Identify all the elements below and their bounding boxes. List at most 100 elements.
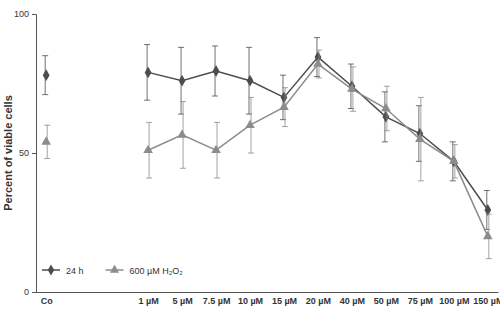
legend-marker <box>110 265 119 273</box>
error-bar-cap <box>180 168 186 169</box>
marker <box>483 231 493 239</box>
marker <box>145 66 152 78</box>
error-bar-cap <box>144 44 150 45</box>
error-bar-cap <box>452 144 458 145</box>
error-bar-cap <box>146 178 152 179</box>
marker <box>245 120 255 128</box>
error-bar-cap <box>486 214 492 215</box>
legend-label: 600 µM H₂O₂ <box>130 266 184 276</box>
marker <box>381 103 391 111</box>
x-tick-label: 10 µM <box>238 296 263 306</box>
error-bar-cap <box>382 141 388 142</box>
legend-marker <box>48 264 54 275</box>
error-bar-cap <box>384 86 390 87</box>
error-bar-cap <box>350 111 356 112</box>
y-tick-mark <box>32 292 36 293</box>
x-axis: Co 1 µM 5 µM 7.5 µM 10 µM 15 µM 20 µM 40 µM 50 µ… <box>37 292 500 306</box>
marker <box>281 92 288 104</box>
error-bar-cap <box>418 97 424 98</box>
chart: 0 50 100 Co 1 µM 5 µM 7.5 µM 10 µM 15 µM 20 µM 40 … <box>0 0 500 316</box>
x-tick: 150 µM <box>473 292 500 306</box>
error-bar-cap <box>314 37 320 38</box>
error-bar-cap <box>316 50 322 51</box>
error-bar-cap <box>214 178 220 179</box>
error-bar-cap <box>282 87 288 88</box>
error-bar-cap <box>316 77 322 78</box>
error-bar-cap <box>144 100 150 101</box>
y-tick-mark <box>32 14 36 15</box>
error-bar-cap <box>384 130 390 131</box>
error-bar-cap <box>452 178 458 179</box>
x-tick-label: 150 µM <box>473 296 500 306</box>
error-bar-cap <box>282 126 288 127</box>
y-tick: 0 <box>24 287 36 297</box>
x-tick-label: 15 µM <box>272 296 297 306</box>
series <box>41 50 492 259</box>
x-tick: 15 µM <box>272 292 297 306</box>
plot-area <box>41 38 492 259</box>
error-bar-cap <box>44 158 50 159</box>
y-tick: 50 <box>19 148 36 158</box>
x-tick-label: 75 µM <box>408 296 433 306</box>
marker <box>347 84 357 92</box>
x-tick: 50 µM <box>374 292 399 306</box>
series-line <box>46 64 488 236</box>
x-tick: 7.5 µM <box>203 292 231 306</box>
error-bar-cap <box>180 101 186 102</box>
marker <box>484 204 491 216</box>
error-bar-cap <box>146 122 152 123</box>
marker <box>313 58 323 66</box>
y-tick: 100 <box>14 9 36 19</box>
y-tick-label: 100 <box>14 9 29 19</box>
y-tick-label: 0 <box>24 287 29 297</box>
x-tick: Co <box>41 292 53 306</box>
x-tick-label: 40 µM <box>340 296 365 306</box>
series <box>42 38 491 230</box>
marker <box>179 75 186 87</box>
x-tick: 40 µM <box>340 292 365 306</box>
error-bar-cap <box>44 125 50 126</box>
x-tick-label: 7.5 µM <box>203 296 231 306</box>
marker <box>211 145 221 153</box>
error-bar-cap <box>248 97 254 98</box>
legend-item: 24 h <box>42 264 84 275</box>
x-tick-label: 100 µM <box>439 296 469 306</box>
marker <box>143 145 153 153</box>
marker <box>279 102 289 110</box>
error-bar-cap <box>350 66 356 67</box>
error-bar-cap <box>348 64 354 65</box>
x-tick: 100 µM <box>439 292 469 306</box>
legend-item: 600 µM H₂O₂ <box>106 265 184 276</box>
legend-label: 24 h <box>66 266 84 276</box>
legend: 24 h 600 µM H₂O₂ <box>42 264 183 275</box>
x-tick: 1 µM <box>139 292 159 306</box>
x-tick-label: 1 µM <box>139 296 159 306</box>
x-tick: 20 µM <box>306 292 331 306</box>
error-bar-cap <box>484 190 490 191</box>
y-axis-title: Percent of viable cells <box>2 95 14 211</box>
marker <box>43 69 50 81</box>
x-tick-label: 50 µM <box>374 296 399 306</box>
y-axis: 0 50 100 <box>14 9 37 297</box>
error-bar-cap <box>450 180 456 181</box>
error-bar-cap <box>248 153 254 154</box>
error-bar-cap <box>450 141 456 142</box>
x-tick-label: 5 µM <box>172 296 192 306</box>
y-tick-label: 50 <box>19 148 29 158</box>
marker <box>449 156 459 164</box>
marker <box>247 75 254 87</box>
marker <box>415 134 425 142</box>
marker <box>213 65 220 77</box>
error-bar-cap <box>178 47 184 48</box>
error-bar-cap <box>42 94 48 95</box>
x-tick: 75 µM <box>408 292 433 306</box>
error-bar-cap <box>246 47 252 48</box>
error-bar-cap <box>486 258 492 259</box>
x-tick-label: Co <box>41 296 53 306</box>
error-bar-cap <box>212 45 218 46</box>
y-tick-mark <box>32 153 36 154</box>
x-tick: 5 µM <box>172 292 192 306</box>
error-bar-cap <box>212 96 218 97</box>
marker <box>41 136 51 144</box>
x-axis-line <box>37 292 499 293</box>
